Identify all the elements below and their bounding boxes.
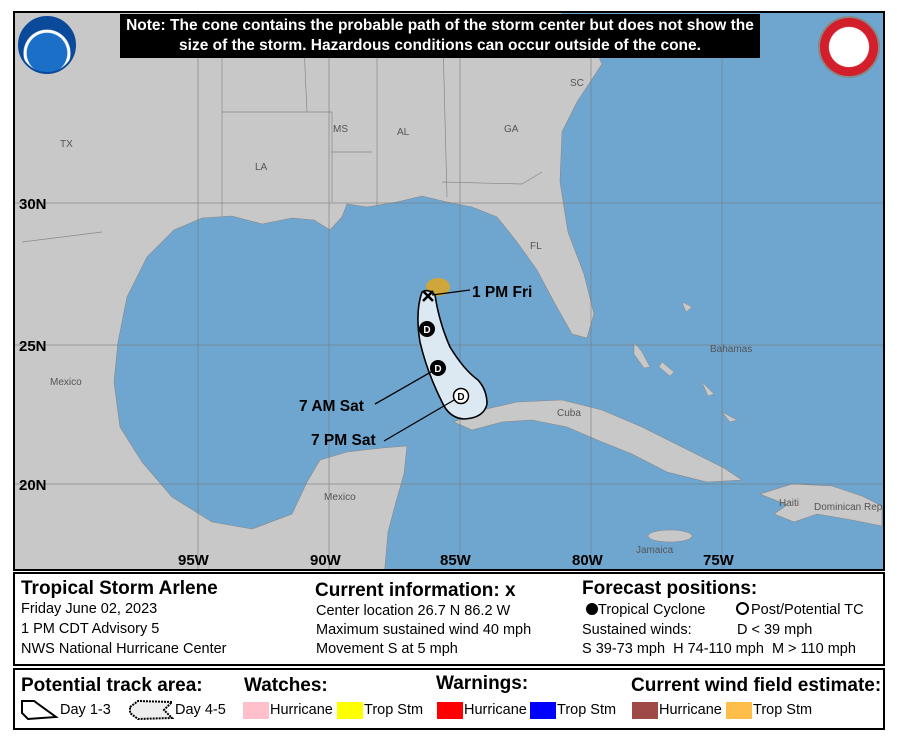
day13-label: Day 1-3	[60, 702, 111, 718]
lon-label: 85W	[440, 552, 472, 569]
wind-field-title: Current wind field estimate:	[631, 675, 882, 696]
tc-point-icon: D	[430, 360, 446, 376]
storm-name: Tropical Storm Arlene	[21, 578, 218, 599]
place-label: SC	[570, 78, 584, 89]
legend-panel: Potential track area: Day 1-3 Day 4-5 Wa…	[13, 668, 885, 730]
place-label: FL	[530, 241, 542, 252]
track-label: 1 PM Fri	[472, 284, 532, 301]
watches-title: Watches:	[244, 675, 328, 696]
lat-label: 25N	[19, 338, 47, 355]
track-area-title: Potential track area:	[21, 675, 203, 696]
warnings-title: Warnings:	[436, 673, 529, 694]
lon-label: 95W	[178, 552, 210, 569]
post-tc-label: Post/Potential TC	[751, 602, 864, 618]
place-label: Cuba	[557, 408, 581, 419]
lon-label: 75W	[703, 552, 735, 569]
shm-wind-label: S 39-73 mph H 74-110 mph M > 110 mph	[582, 641, 856, 657]
warn-hurricane-label: Hurricane	[464, 702, 527, 718]
land-cuba	[453, 399, 743, 483]
watch-tropstm-label: Trop Stm	[364, 702, 424, 718]
place-label: Mexico	[324, 492, 356, 503]
movement: Movement S at 5 mph	[316, 641, 458, 657]
place-label: Jamaica	[636, 545, 674, 556]
warn-tropstm-swatch	[530, 702, 556, 719]
place-label: MS	[333, 124, 348, 135]
wind-tropstm-swatch	[726, 702, 752, 719]
watch-tropstm-swatch	[337, 702, 363, 719]
place-label: Dominican Republic	[814, 502, 883, 513]
lon-label: 80W	[572, 552, 604, 569]
wind-tropstm-label: Trop Stm	[753, 702, 813, 718]
watch-hurricane-swatch	[243, 702, 269, 719]
place-label: Mexico	[50, 377, 82, 388]
current-position-icon	[422, 290, 434, 302]
noaa-logo	[18, 16, 76, 74]
land-north-america	[15, 13, 603, 569]
place-label: Bahamas	[710, 344, 752, 355]
advisory-date: Friday June 02, 2023	[21, 601, 158, 617]
wind-hurricane-label: Hurricane	[659, 702, 722, 718]
watch-hurricane-label: Hurricane	[270, 702, 333, 718]
d-wind-label: D < 39 mph	[737, 622, 813, 638]
center-location: Center location 26.7 N 86.2 W	[316, 603, 511, 619]
place-label: AL	[397, 127, 410, 138]
current-info-title: Current information:	[315, 580, 500, 601]
label-leaders	[374, 289, 471, 442]
day45-label: Day 4-5	[175, 702, 226, 718]
land-hispaniola	[759, 483, 883, 527]
forecast-title: Forecast positions:	[582, 578, 758, 599]
lon-label: 90W	[310, 552, 342, 569]
max-wind: Maximum sustained wind 40 mph	[316, 622, 532, 638]
warn-tropstm-label: Trop Stm	[557, 702, 617, 718]
cone-note: Note: The cone contains the probable pat…	[120, 14, 760, 58]
place-label: TX	[60, 139, 73, 150]
track-label: 7 AM Sat	[299, 398, 364, 415]
wind-hurricane-swatch	[632, 702, 658, 719]
issuing-center: NWS National Hurricane Center	[21, 641, 227, 657]
svg-text:D: D	[457, 392, 464, 403]
tc-label: Tropical Cyclone	[598, 602, 706, 618]
post-tc-point-icon: D	[452, 387, 470, 405]
land-jamaica	[647, 529, 693, 543]
day45-cone-icon	[129, 699, 174, 721]
day13-cone-icon	[21, 700, 59, 721]
tc-point-icon: D	[419, 321, 435, 337]
tc-dot-icon	[586, 603, 598, 615]
warn-hurricane-swatch	[437, 702, 463, 719]
advisory-number: 1 PM CDT Advisory 5	[21, 621, 160, 637]
svg-text:D: D	[434, 364, 441, 375]
svg-text:D: D	[423, 325, 430, 336]
land-bahamas	[633, 301, 738, 423]
nws-logo	[818, 16, 880, 78]
place-label: LA	[255, 162, 268, 173]
place-label: GA	[504, 124, 519, 135]
track-label: 7 PM Sat	[311, 432, 376, 449]
map: 30N 25N 20N 95W 90W 85W 80W 75W TX LA MS…	[13, 11, 885, 571]
place-label: Haiti	[779, 498, 799, 509]
lat-label: 30N	[19, 196, 47, 213]
sustained-winds-label: Sustained winds:	[582, 622, 692, 638]
graticule	[15, 13, 883, 569]
current-x-icon: x	[505, 580, 516, 601]
lat-label: 20N	[19, 477, 47, 494]
info-panel: Tropical Storm Arlene Friday June 02, 20…	[13, 572, 885, 666]
post-tc-circle-icon	[736, 602, 749, 615]
forecast-cone	[417, 289, 488, 420]
